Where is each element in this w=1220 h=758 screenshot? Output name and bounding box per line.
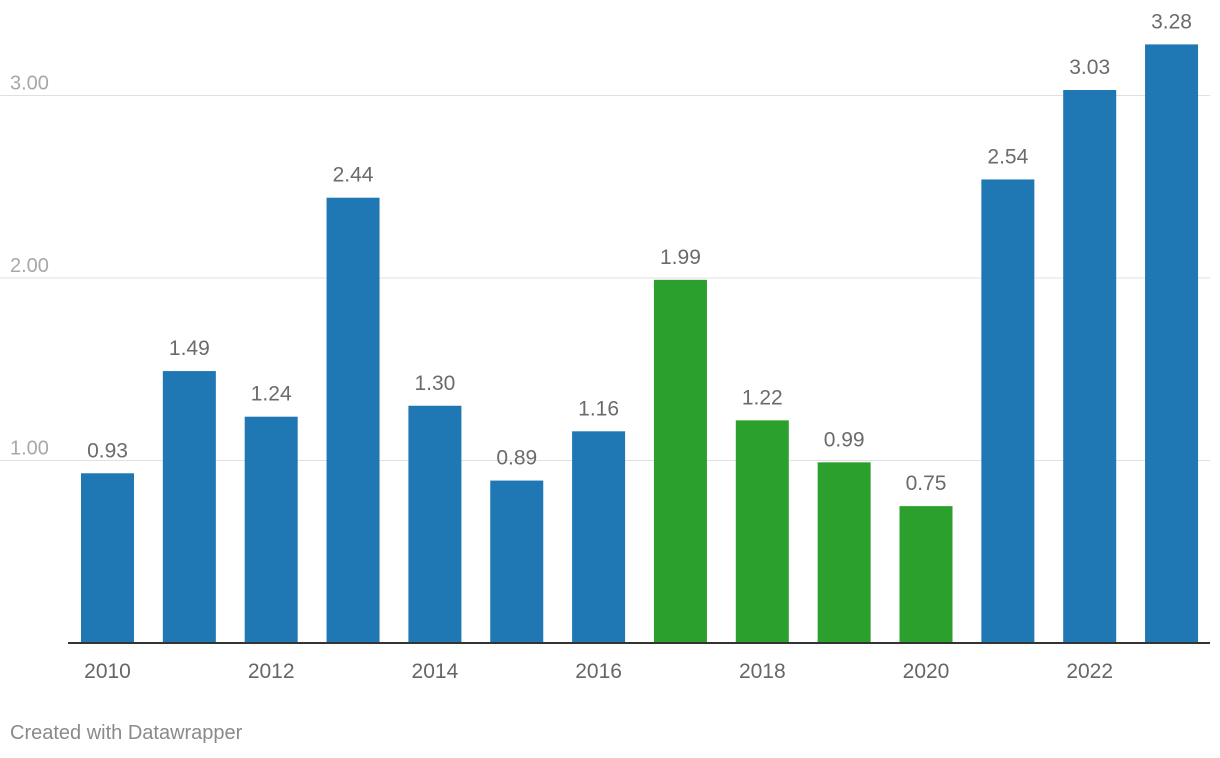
bar-2013: [326, 197, 380, 643]
value-label: 3.03: [1069, 56, 1110, 79]
x-tick-label: 2020: [903, 660, 950, 683]
bar-2016: [572, 431, 626, 643]
value-label: 2.44: [333, 164, 374, 187]
bar-2022: [1063, 90, 1117, 643]
bars: [81, 44, 1199, 643]
value-label: 0.93: [87, 439, 128, 462]
bar-chart: 1.00 2.00 3.00 0.93 1.49 1.24 2.44 1.30 0.89 1.1…: [0, 10, 1210, 683]
bar-2012: [244, 416, 298, 643]
bar-2023: [1145, 44, 1199, 643]
bar-2011: [162, 371, 216, 643]
value-label: 1.49: [169, 337, 210, 360]
value-label: 1.22: [742, 386, 783, 409]
value-label: 0.89: [496, 447, 537, 470]
bar-2010: [81, 473, 134, 643]
value-label: 1.16: [578, 397, 619, 420]
y-tick-label: 3.00: [10, 73, 49, 95]
y-tick-label: 2.00: [10, 255, 49, 277]
x-tick-label: 2018: [739, 660, 786, 683]
x-tick-label: 2016: [575, 660, 622, 683]
bar-2014: [408, 405, 462, 643]
y-axis-tick-labels: 1.00 2.00 3.00: [10, 73, 49, 460]
x-tick-label: 2014: [412, 660, 459, 683]
value-label: 1.99: [660, 246, 701, 269]
value-label: 2.54: [987, 145, 1028, 168]
value-labels: 0.93 1.49 1.24 2.44 1.30 0.89 1.16 1.99 1.22 0.99…: [87, 10, 1192, 495]
x-axis-tick-labels: 2010 2012 2014 2016 2018 2020 2022: [84, 660, 1113, 683]
bar-2017: [653, 279, 707, 643]
value-label: 1.24: [251, 383, 292, 406]
bar-2021: [981, 179, 1035, 643]
x-tick-label: 2010: [84, 660, 131, 683]
value-label: 3.28: [1151, 10, 1192, 33]
value-label: 0.75: [906, 472, 947, 495]
value-label: 0.99: [824, 428, 865, 451]
bar-2019: [817, 462, 871, 643]
value-label: 1.30: [414, 372, 455, 395]
bar-2015: [490, 480, 544, 643]
bar-2018: [735, 420, 789, 643]
bar-2020: [899, 506, 953, 643]
x-tick-label: 2012: [248, 660, 295, 683]
datawrapper-credit: Created with Datawrapper: [10, 722, 243, 744]
x-tick-label: 2022: [1066, 660, 1113, 683]
y-tick-label: 1.00: [10, 438, 49, 460]
